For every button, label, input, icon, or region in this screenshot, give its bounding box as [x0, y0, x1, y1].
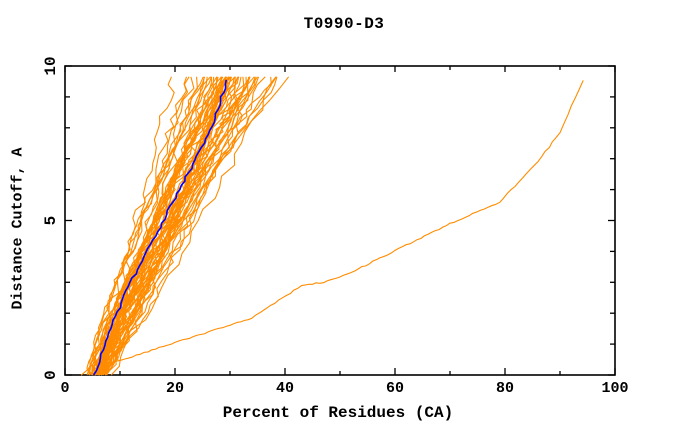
svg-text:40: 40: [276, 380, 294, 397]
svg-text:80: 80: [496, 380, 514, 397]
svg-text:0: 0: [42, 370, 60, 380]
svg-text:60: 60: [386, 380, 404, 397]
svg-text:10: 10: [42, 56, 60, 75]
svg-text:20: 20: [166, 380, 184, 397]
svg-text:0: 0: [60, 380, 69, 397]
svg-text:5: 5: [42, 216, 60, 226]
svg-text:100: 100: [601, 380, 628, 397]
